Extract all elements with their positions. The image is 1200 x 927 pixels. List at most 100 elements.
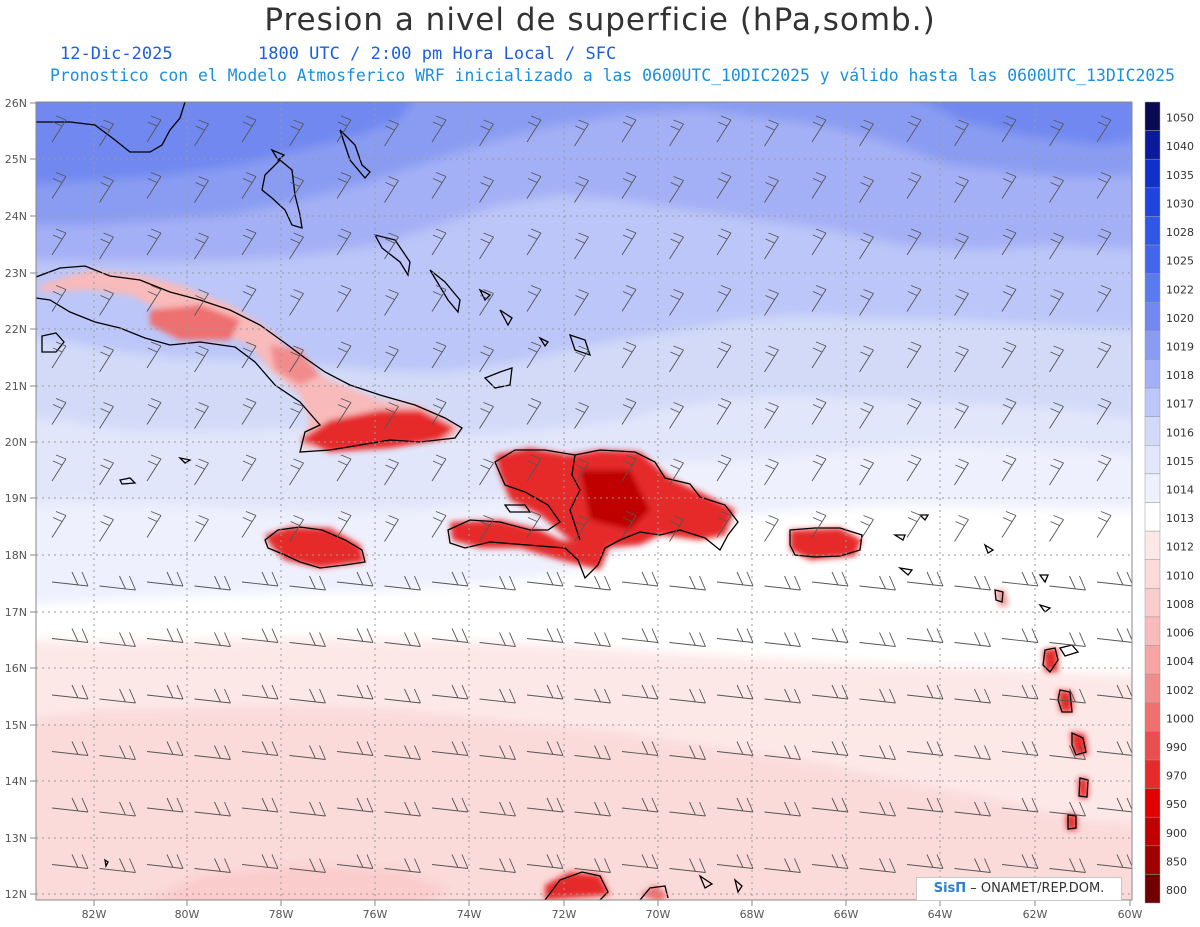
lat-label: 13N bbox=[5, 832, 27, 845]
wind-barb bbox=[194, 119, 209, 147]
wind-barb bbox=[669, 801, 706, 817]
wind-barb bbox=[764, 458, 779, 486]
wind-barb bbox=[1096, 285, 1112, 312]
wind-barb bbox=[51, 285, 67, 312]
wind-barb bbox=[1096, 115, 1112, 143]
wind-barb bbox=[99, 119, 114, 147]
wind-barb bbox=[289, 232, 304, 260]
wind-barb bbox=[526, 854, 564, 869]
wind-barb bbox=[1096, 684, 1132, 700]
lon-label: 72W bbox=[552, 908, 577, 921]
lon-label: 60W bbox=[1118, 908, 1143, 921]
model-info: Pronostico con el Modelo Atmosferico WRF… bbox=[50, 66, 1175, 85]
wind-barb bbox=[764, 575, 801, 591]
sispi-logo: SisΠ bbox=[933, 881, 967, 896]
wind-barb bbox=[289, 745, 326, 760]
lat-label: 18N bbox=[5, 549, 27, 562]
wind-barb bbox=[336, 628, 374, 643]
wind-barb bbox=[384, 745, 421, 760]
wind-barb bbox=[526, 571, 564, 587]
wind-barb bbox=[859, 858, 896, 873]
lat-label: 25N bbox=[5, 153, 27, 166]
wind-barb bbox=[811, 797, 849, 813]
wind-barb bbox=[146, 854, 184, 869]
wind-barb bbox=[526, 797, 564, 813]
wind-barb bbox=[574, 232, 589, 260]
wind-barb bbox=[289, 119, 304, 147]
wind-barb bbox=[289, 801, 326, 817]
wind-barb bbox=[241, 398, 257, 425]
wind-barb bbox=[479, 515, 494, 542]
lon-label: 80W bbox=[175, 908, 200, 921]
wind-barb bbox=[716, 228, 732, 256]
colorbar-label: 990 bbox=[1166, 741, 1187, 754]
wind-barb bbox=[241, 628, 279, 643]
wind-barb bbox=[99, 458, 114, 486]
wind-barb bbox=[51, 741, 89, 756]
wind-barb bbox=[51, 684, 89, 700]
wind-barb bbox=[431, 741, 469, 756]
wind-barb bbox=[194, 575, 231, 591]
wind-barb bbox=[669, 345, 684, 373]
wind-barb bbox=[51, 341, 67, 369]
wind-barb bbox=[906, 115, 922, 143]
colorbar-swatch bbox=[1144, 702, 1161, 732]
wind-barb bbox=[574, 119, 589, 147]
wind-barb bbox=[336, 228, 352, 256]
wind-barb bbox=[289, 345, 304, 373]
colorbar-label: 900 bbox=[1166, 827, 1187, 840]
wind-barb bbox=[669, 119, 684, 147]
wind-barb bbox=[289, 632, 326, 647]
wind-barb bbox=[99, 858, 136, 873]
wind-barb bbox=[479, 345, 494, 373]
colorbar-label: 1017 bbox=[1166, 398, 1194, 411]
lat-label: 19N bbox=[5, 492, 27, 505]
wind-barb bbox=[859, 632, 896, 647]
wind-barb bbox=[1001, 228, 1017, 256]
wind-barb bbox=[526, 172, 542, 199]
wind-barb bbox=[859, 515, 874, 542]
wind-barb bbox=[241, 571, 279, 587]
wind-barb bbox=[764, 345, 779, 373]
wind-barb bbox=[906, 854, 944, 869]
colorbar-label: 1025 bbox=[1166, 255, 1194, 268]
colorbar-label: 1008 bbox=[1166, 598, 1194, 611]
wind-barb bbox=[955, 915, 991, 927]
wind-barb bbox=[99, 515, 114, 542]
wind-barb bbox=[431, 684, 469, 700]
wind-barb bbox=[954, 575, 991, 591]
wind-barb bbox=[574, 632, 611, 647]
wind-barb bbox=[51, 511, 67, 538]
wind-barb bbox=[1001, 511, 1017, 538]
colorbar-swatch bbox=[1144, 845, 1161, 875]
colorbar-label: 950 bbox=[1166, 798, 1187, 811]
wind-barb bbox=[1001, 628, 1039, 643]
wind-barb bbox=[479, 402, 494, 429]
lon-label: 76W bbox=[363, 908, 388, 921]
wind-barb bbox=[906, 797, 944, 813]
wind-barb bbox=[146, 511, 162, 538]
wind-barb bbox=[954, 632, 991, 647]
wind-barb bbox=[1096, 741, 1132, 756]
wind-barb bbox=[621, 115, 637, 143]
wind-barb bbox=[716, 172, 732, 199]
colorbar-label: 1016 bbox=[1166, 426, 1194, 439]
wind-barb bbox=[811, 228, 827, 256]
wind-barb bbox=[716, 454, 732, 482]
wind-barb bbox=[859, 801, 896, 817]
wind-barb bbox=[289, 458, 304, 486]
wind-barb bbox=[1049, 858, 1086, 873]
wind-barb bbox=[574, 289, 589, 316]
wind-barb bbox=[241, 285, 257, 312]
wind-barb bbox=[431, 341, 447, 369]
wind-barb bbox=[764, 232, 779, 260]
colorbar-label: 1013 bbox=[1166, 512, 1194, 525]
wind-barb bbox=[764, 119, 779, 147]
wind-barb bbox=[194, 458, 209, 486]
wind-barb bbox=[669, 289, 684, 316]
wind-barb bbox=[1096, 854, 1132, 869]
wind-barb bbox=[194, 745, 231, 760]
wind-barb bbox=[480, 915, 516, 927]
wind-barb bbox=[954, 345, 969, 373]
